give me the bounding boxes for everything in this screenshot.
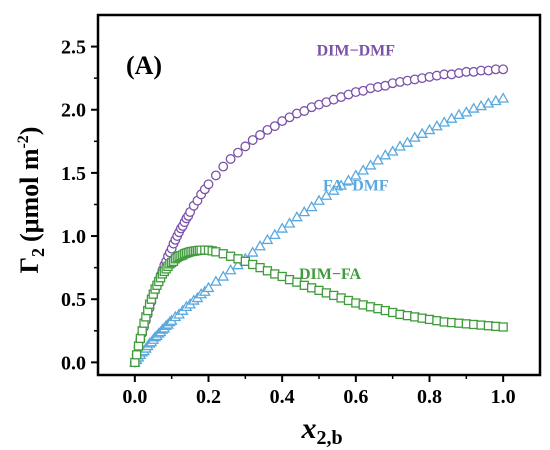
data-point (283, 217, 296, 228)
annotation-fa-dmf: FA−DMF (323, 178, 389, 195)
x-tick-label: 0.2 (196, 386, 221, 408)
data-point (498, 64, 509, 75)
data-point (255, 130, 266, 140)
data-point (342, 174, 355, 185)
data-point (224, 264, 237, 275)
y-axis-title-main: Γ (15, 257, 44, 274)
data-point (290, 210, 303, 222)
x-axis-title-main: x (300, 412, 316, 445)
data-point (327, 184, 340, 195)
y-tick-label: 0.0 (61, 352, 86, 374)
data-point (240, 141, 251, 152)
data-point (218, 161, 229, 172)
annotation-dim-fa: DIM−FA (299, 266, 362, 283)
data-point (210, 170, 221, 181)
x-tick-label: 0.0 (122, 386, 147, 408)
y-tick-label: 2.5 (61, 37, 86, 59)
data-point (232, 258, 244, 270)
data-point (133, 341, 144, 351)
y-axis-title-close: ) (15, 127, 44, 136)
data-point (386, 145, 399, 156)
data-point (254, 240, 266, 251)
data-point (276, 222, 289, 233)
y-tick-label: 1.0 (61, 226, 86, 248)
y-axis-title-unit: (μmol m (15, 148, 44, 242)
data-point (137, 326, 147, 336)
y-tick-label: 1.5 (61, 163, 86, 185)
data-point (269, 121, 280, 132)
data-point (349, 169, 362, 180)
data-point (217, 270, 230, 281)
data-point (202, 281, 215, 293)
data-point (135, 333, 146, 344)
data-point (203, 179, 214, 190)
y-tick-label: 2.0 (61, 100, 86, 122)
x-axis-title: x2,b (300, 412, 342, 449)
x-tick-label: 0.6 (343, 386, 368, 408)
series-2 (130, 245, 508, 368)
axis-ticks: 0.0 0.2 0.4 0.6 0.8 1.0 0.0 0.5 1.0 1.5 2.0 2.5 (61, 37, 516, 408)
y-axis-title: Γ2 (μmol m-2) (15, 127, 48, 274)
data-point (247, 135, 258, 146)
x-tick-label: 1.0 (491, 386, 516, 408)
data-point (497, 92, 510, 103)
series-1 (128, 92, 510, 367)
data-point (372, 154, 384, 165)
data-point (320, 189, 333, 200)
data-point (498, 322, 508, 332)
data-point (225, 154, 236, 164)
x-tick-label: 0.4 (270, 386, 295, 408)
data-point (305, 200, 318, 212)
data-point (313, 194, 325, 205)
y-tick-label: 0.5 (61, 289, 86, 311)
data-point (357, 164, 370, 175)
data-point (132, 350, 142, 360)
data-point (209, 275, 222, 286)
data-point (298, 205, 311, 217)
data-point (401, 136, 414, 147)
y-axis-title-unit-sup: -2 (15, 135, 32, 148)
data-point (364, 159, 377, 170)
data-point (246, 246, 259, 257)
data-point (268, 228, 281, 240)
data-marks (128, 64, 510, 368)
data-point (130, 357, 140, 368)
x-axis-title-sub: 2,b (316, 427, 342, 449)
x-tick-label: 0.8 (417, 386, 442, 408)
data-point (233, 147, 243, 158)
panel-label: (A) (126, 51, 162, 80)
data-point (335, 179, 348, 190)
annotation-dim-dmf: DIM−DMF (317, 42, 396, 59)
data-point (261, 233, 274, 245)
y-axis-title-sub: 2 (28, 248, 48, 257)
